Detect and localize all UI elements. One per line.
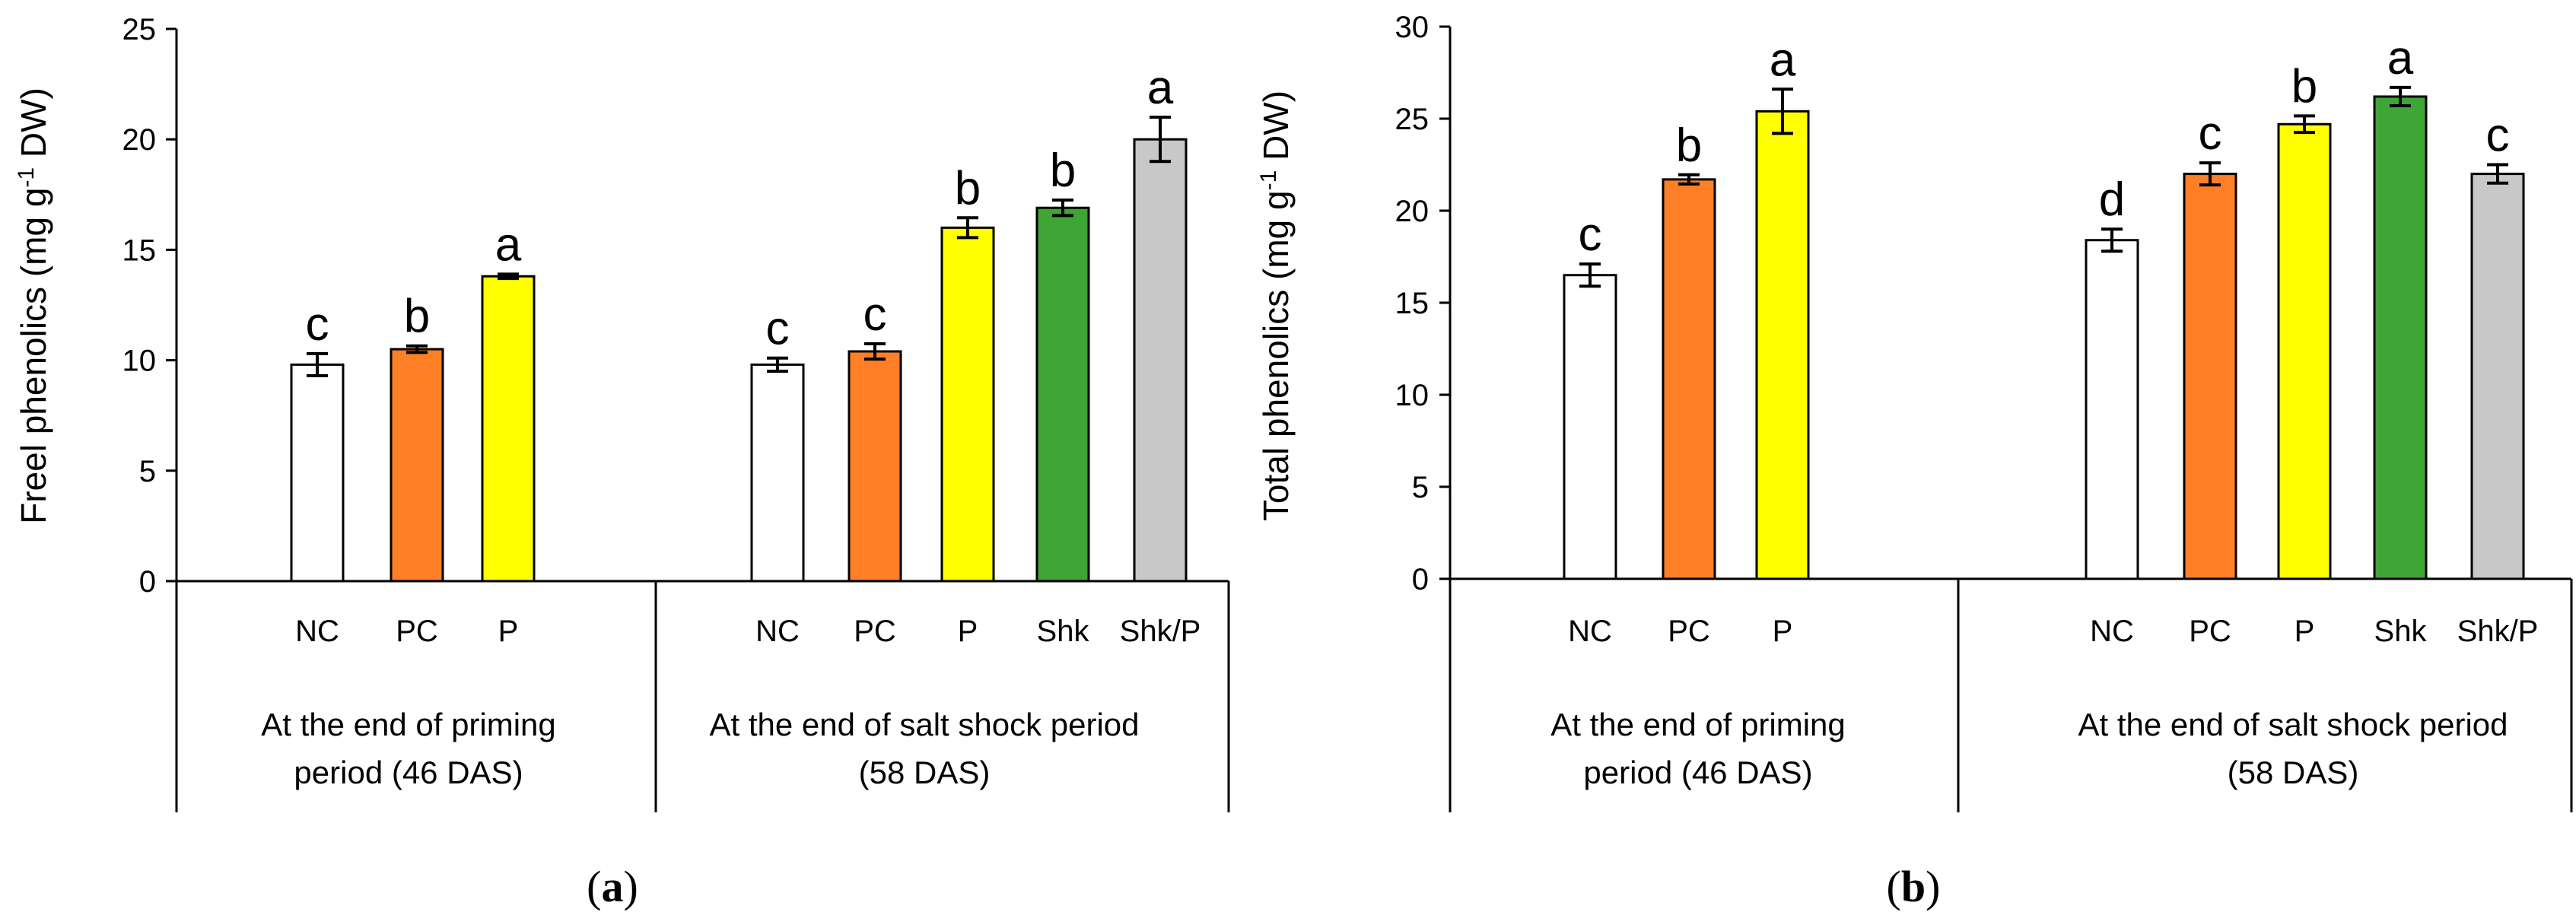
- category-label: Shk: [2374, 615, 2428, 648]
- category-label: Shk/P: [1120, 615, 1201, 648]
- y-tick-label: 20: [1395, 195, 1430, 228]
- category-label: NC: [755, 615, 800, 648]
- significance-letter: b: [1676, 119, 1702, 172]
- category-label: P: [958, 615, 978, 648]
- y-tick-label: 0: [1412, 563, 1429, 596]
- y-axis-label: Freel phenolics (mg g-1 DW): [14, 87, 54, 524]
- bar: [2470, 173, 2525, 580]
- category-label: PC: [854, 615, 896, 648]
- significance-letter: a: [495, 218, 522, 271]
- bar: [290, 363, 345, 583]
- group-label-line-1: At the end of priming: [261, 707, 556, 742]
- significance-letter: d: [2099, 173, 2125, 226]
- significance-letter: b: [404, 291, 430, 343]
- y-tick-label: 10: [122, 345, 157, 378]
- bar: [1133, 138, 1188, 583]
- bar: [750, 363, 805, 583]
- group-label-line-1: At the end of salt shock period: [709, 707, 1139, 742]
- y-tick-label: 15: [122, 234, 157, 267]
- bar: [1662, 178, 1716, 580]
- category-label: PC: [396, 615, 438, 648]
- chart-panel-b: 0 5 10 15 20 25 30 Total phenolics (mg g-1 DW) c…: [1256, 11, 2573, 911]
- bar: [940, 226, 995, 583]
- category-label: P: [2295, 615, 2315, 648]
- category-label: NC: [1568, 615, 1612, 648]
- group-label-line-1: At the end of salt shock period: [2078, 707, 2508, 742]
- category-label: Shk: [1037, 615, 1090, 648]
- significance-letter: c: [1579, 208, 1602, 261]
- significance-letter: b: [955, 162, 981, 214]
- significance-letter: b: [2291, 60, 2317, 113]
- significance-letter: a: [1770, 33, 1796, 86]
- panel-label: (b): [1887, 862, 1941, 911]
- y-tick-label: 15: [1395, 287, 1430, 320]
- y-tick-label: 5: [1412, 471, 1429, 504]
- y-axis-label: Total phenolics (mg g-1 DW): [1256, 91, 1296, 521]
- category-label: PC: [2189, 615, 2231, 648]
- bar: [1563, 274, 1617, 580]
- bar: [2085, 239, 2139, 580]
- significance-letter: c: [863, 288, 887, 341]
- y-tick-label: 20: [122, 123, 157, 157]
- significance-letter: b: [1050, 145, 1076, 197]
- bar: [848, 350, 902, 583]
- significance-letter: a: [1147, 62, 1174, 114]
- bar: [2183, 173, 2237, 580]
- bar: [2277, 122, 2332, 580]
- significance-letter: c: [766, 303, 790, 355]
- y-tick-label: 0: [139, 565, 156, 599]
- group-label-line-2: period (46 DAS): [294, 755, 523, 790]
- panel-label: (a): [587, 862, 638, 911]
- group-label-line-1: At the end of priming: [1550, 707, 1846, 742]
- bar: [2373, 95, 2428, 580]
- chart-panel-a: 0 5 10 15 20 25 Freel phenolics (mg g-1 DW) c NC…: [14, 13, 1230, 911]
- bar: [1755, 110, 1810, 580]
- bar: [481, 275, 536, 583]
- significance-letter: c: [2199, 107, 2222, 160]
- category-label: Shk/P: [2457, 615, 2539, 648]
- bar: [1035, 206, 1090, 583]
- y-tick-label: 30: [1395, 11, 1430, 44]
- category-label: NC: [295, 615, 339, 648]
- group-label-line-2: (58 DAS): [859, 755, 991, 790]
- significance-letter: c: [2486, 110, 2510, 162]
- group-label-line-2: period (46 DAS): [1583, 755, 1812, 790]
- y-tick-label: 10: [1395, 379, 1430, 412]
- y-tick-label: 25: [122, 13, 157, 46]
- category-label: P: [1773, 615, 1793, 648]
- y-tick-label: 5: [139, 455, 156, 488]
- bar: [390, 348, 444, 583]
- significance-letter: c: [306, 298, 329, 351]
- y-tick-label: 25: [1395, 103, 1430, 136]
- category-label: NC: [2090, 615, 2134, 648]
- category-label: P: [498, 615, 519, 648]
- significance-letter: a: [2387, 32, 2414, 84]
- category-label: PC: [1668, 615, 1710, 648]
- group-label-line-2: (58 DAS): [2228, 755, 2359, 790]
